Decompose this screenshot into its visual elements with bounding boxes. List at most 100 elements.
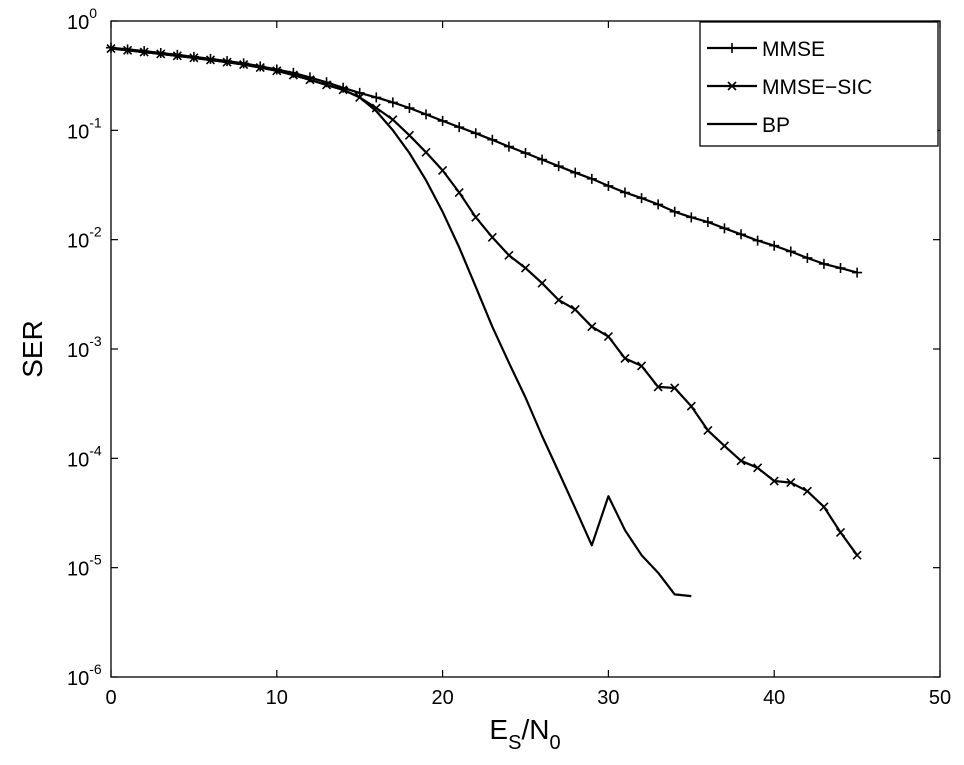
x-axis-label-sub2: 0: [549, 732, 560, 754]
data-point-mmse: [487, 134, 498, 145]
data-point-mmse-sic: [819, 502, 829, 512]
y-tick-label: 10-3: [67, 333, 102, 362]
data-point-mmse-sic: [703, 425, 713, 435]
legend: MMSE MMSE−SIC BP: [699, 21, 939, 147]
data-point-mmse: [454, 122, 465, 133]
y-tick-exponent: -6: [89, 661, 102, 677]
data-point-mmse-sic: [852, 550, 862, 560]
data-point-mmse-sic: [786, 478, 796, 488]
data-point-mmse: [636, 193, 647, 204]
data-point-mmse: [752, 235, 763, 246]
data-point-mmse-sic: [769, 476, 779, 486]
data-point-mmse: [371, 92, 382, 103]
data-point-mmse: [619, 187, 630, 198]
series-bp: [110, 47, 692, 598]
x-tick-label: 30: [597, 687, 619, 709]
x-tick-label: 20: [431, 687, 453, 709]
x-tick-label: 50: [929, 687, 951, 709]
data-point-mmse: [802, 252, 813, 263]
data-point-mmse-sic: [753, 463, 763, 473]
data-point-mmse: [835, 263, 846, 274]
data-point-mmse: [570, 167, 581, 178]
data-point-mmse-sic: [438, 165, 448, 175]
legend-label: MMSE: [762, 38, 825, 61]
data-point-mmse-sic: [554, 295, 564, 305]
data-point-mmse-sic: [371, 103, 381, 113]
y-tick-label: 10-5: [67, 552, 102, 581]
y-tick-label: 10-2: [67, 224, 102, 253]
y-tick-exponent: -3: [89, 333, 102, 349]
data-point-mmse-sic: [653, 382, 663, 392]
y-tick-base: 10: [67, 12, 89, 34]
data-point-mmse-sic: [636, 361, 647, 371]
data-point-mmse: [669, 206, 680, 217]
y-axis-label: SER: [17, 320, 48, 378]
y-tick-exponent: 0: [89, 5, 97, 21]
x-axis-label-main: E: [489, 714, 508, 745]
legend-marker: [727, 81, 737, 91]
data-point-mmse: [852, 267, 863, 278]
x-axis-label-sub1: S: [508, 732, 521, 754]
data-point-mmse: [404, 103, 415, 114]
y-tick-base: 10: [67, 559, 89, 581]
y-tick-label: 10-4: [67, 442, 102, 471]
data-point-mmse: [387, 97, 398, 108]
data-point-mmse: [818, 258, 829, 269]
legend-label: BP: [762, 114, 790, 137]
data-point-mmse-sic: [686, 401, 696, 411]
x-tick-label: 40: [763, 687, 785, 709]
legend-marker: [727, 43, 737, 53]
data-point-mmse-sic: [454, 187, 464, 198]
y-tick-exponent: -1: [89, 114, 102, 130]
data-point-mmse-sic: [504, 250, 514, 260]
y-tick-base: 10: [67, 449, 89, 471]
y-tick-exponent: -4: [89, 442, 102, 458]
data-point-mmse: [437, 115, 448, 126]
data-point-mmse-sic: [520, 263, 531, 273]
data-point-mmse: [520, 148, 531, 159]
data-point-mmse-sic: [835, 527, 846, 538]
data-point-mmse: [686, 212, 697, 223]
data-point-mmse-sic: [388, 115, 398, 125]
y-tick-label: 10-6: [67, 661, 102, 690]
x-axis-label: ES/N0: [489, 714, 560, 754]
x-tick-label: 10: [266, 687, 288, 709]
data-point-mmse-sic: [487, 232, 497, 242]
legend-items: MMSE MMSE−SIC BP: [707, 38, 872, 137]
y-tick-base: 10: [67, 121, 89, 143]
data-point-mmse: [586, 173, 597, 184]
y-tick-label: 100: [67, 5, 97, 34]
data-point-mmse-sic: [570, 304, 580, 315]
data-point-mmse-sic: [537, 278, 547, 288]
x-axis-label-slash: /N: [521, 714, 549, 745]
data-point-mmse-sic: [670, 383, 680, 393]
data-point-mmse: [503, 141, 514, 152]
data-point-mmse-sic: [802, 486, 812, 496]
y-tick-base: 10: [67, 668, 89, 690]
legend-item-mmse-sic: MMSE−SIC: [707, 76, 872, 99]
y-tick-exponent: -2: [89, 224, 102, 240]
data-point-mmse: [702, 217, 713, 228]
data-point-mmse-sic: [620, 353, 630, 363]
data-point-mmse-sic: [404, 130, 415, 140]
y-tick-exponent: -5: [89, 552, 102, 568]
data-point-mmse-sic: [421, 147, 431, 157]
series-line-bp: [110, 47, 692, 598]
legend-label: MMSE−SIC: [762, 76, 872, 99]
legend-item-bp: BP: [707, 114, 790, 137]
data-point-mmse-sic: [587, 322, 597, 332]
legend-box: [699, 21, 939, 147]
data-point-mmse-sic: [736, 456, 746, 466]
data-point-mmse: [421, 109, 432, 120]
legend-item-mmse: MMSE: [707, 38, 825, 61]
data-point-mmse: [769, 240, 780, 251]
data-point-mmse: [288, 67, 299, 78]
data-point-mmse: [653, 199, 664, 210]
data-point-mmse: [553, 161, 564, 172]
x-tick-label: 0: [105, 687, 116, 709]
data-point-mmse-sic: [719, 441, 730, 451]
y-tick-label: 10-1: [67, 114, 102, 143]
data-point-mmse: [736, 229, 747, 240]
